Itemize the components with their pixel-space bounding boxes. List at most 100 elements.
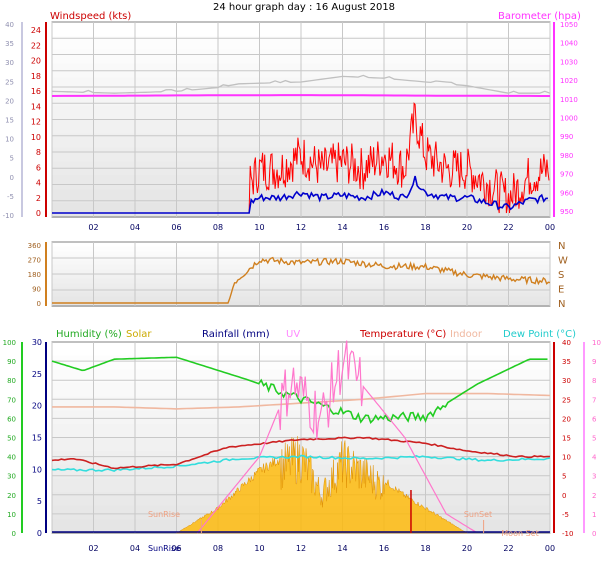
wind-outer-tick-label: 35	[5, 40, 14, 48]
rainfall-tick-label: 25	[32, 370, 42, 379]
windspeed-tick-label: 12	[31, 118, 41, 127]
windspeed-tick-label: 16	[31, 87, 41, 96]
rainfall-tick-label: 20	[32, 402, 42, 411]
rainfall-tick-label: 30	[32, 338, 42, 347]
climate-x-tick-label: 06	[171, 544, 181, 553]
wind-x-tick-label: 10	[254, 223, 264, 232]
legend-entry: Humidity (%)	[56, 329, 122, 340]
temperature-tick-label: 10	[562, 454, 571, 462]
windspeed-tick-label: 20	[31, 57, 41, 66]
wind-direction-line	[52, 256, 551, 304]
temperature-tick-label: -5	[562, 511, 569, 519]
temperature-tick-label: -10	[562, 530, 573, 538]
humidity-tick-label: 60	[7, 415, 16, 423]
uv-tick-label: 6	[592, 415, 597, 423]
uv-tick-label: 5	[592, 435, 596, 443]
wind-x-tick-label: 08	[213, 223, 223, 232]
humidity-tick-label: 0	[12, 530, 16, 538]
windspeed-tick-label: 8	[36, 148, 41, 157]
climate-x-tick-label: 18	[420, 544, 430, 553]
temperature-tick-label: 40	[562, 339, 571, 347]
climate-x-tick-label: 02	[88, 544, 98, 553]
windspeed-tick-label: 22	[31, 41, 41, 50]
wind-x-tick-label: 12	[296, 223, 306, 232]
humidity-tick-label: 40	[7, 454, 16, 462]
wind-x-tick-label: 18	[420, 223, 430, 232]
humidity-tick-label: 50	[7, 435, 16, 443]
sun-annotation: SunSet	[464, 510, 492, 519]
rainfall-tick-label: 10	[32, 465, 42, 474]
rainfall-tick-label: 15	[32, 434, 42, 443]
compass-tick-label: S	[558, 270, 564, 281]
windspeed-tick-label: 14	[31, 102, 41, 111]
windspeed-average-line	[52, 175, 548, 214]
humidity-tick-label: 100	[3, 339, 16, 347]
barometer-tick-label: 1010	[560, 96, 578, 104]
legend-entry: Indoor	[450, 329, 483, 340]
wind-outer-tick-label: 20	[5, 97, 14, 105]
wind-outer-tick-label: -10	[3, 212, 14, 220]
wind-x-tick-label: 06	[171, 223, 181, 232]
legend-entry: Rainfall (mm)	[202, 329, 270, 340]
direction-tick-label: 180	[28, 271, 41, 279]
barometer-tick-label: 950	[560, 208, 573, 216]
temperature-tick-label: 30	[562, 377, 571, 385]
windspeed-tick-label: 6	[36, 163, 41, 172]
humidity-tick-label: 20	[7, 492, 16, 500]
wind-outer-tick-label: 15	[5, 117, 14, 125]
windspeed-tick-label: 0	[36, 209, 41, 218]
direction-tick-label: 360	[28, 242, 41, 250]
uv-tick-label: 2	[592, 492, 596, 500]
climate-x-tick-label: 12	[296, 544, 306, 553]
wind-x-tick-label: 22	[503, 223, 513, 232]
legend-entry: Solar	[126, 329, 152, 340]
temperature-tick-label: 25	[562, 396, 571, 404]
barometer-tick-label: 980	[560, 152, 573, 160]
climate-x-tick-label: 14	[337, 544, 347, 553]
wind-outer-tick-label: 0	[10, 174, 14, 182]
windspeed-axis-label: Windspeed (kts)	[50, 11, 131, 22]
direction-tick-label: 270	[28, 257, 41, 265]
wind-outer-tick-label: -5	[7, 193, 14, 201]
uv-tick-label: 3	[592, 473, 596, 481]
temperature-tick-label: 0	[562, 492, 566, 500]
wind-x-tick-label: 14	[337, 223, 347, 232]
barometer-tick-label: 960	[560, 189, 573, 197]
sun-annotation: SunRise	[148, 510, 180, 519]
climate-x-tick-label: 22	[503, 544, 513, 553]
barometer-tick-label: 1020	[560, 77, 578, 85]
compass-tick-label: N	[558, 299, 565, 310]
wind-x-tick-label: 04	[130, 223, 140, 232]
uv-tick-label: 4	[592, 454, 597, 462]
compass-tick-label: E	[558, 285, 564, 296]
climate-x-tick-label: 10	[254, 544, 264, 553]
page-title: 24 hour graph day : 16 August 2018	[213, 2, 395, 13]
uv-tick-label: 0	[592, 530, 596, 538]
barometer-tick-label: 1040	[560, 40, 578, 48]
uv-tick-label: 7	[592, 396, 596, 404]
temperature-tick-label: 15	[562, 435, 571, 443]
wind-outer-tick-label: 5	[10, 155, 14, 163]
temperature-tick-label: 5	[562, 473, 566, 481]
wind-outer-tick-label: 30	[5, 59, 14, 67]
humidity-tick-label: 10	[7, 511, 16, 519]
rainfall-tick-label: 5	[37, 497, 42, 506]
uv-tick-label: 10	[592, 339, 601, 347]
compass-tick-label: W	[558, 256, 568, 267]
barometer-tick-label: 1030	[560, 58, 578, 66]
uv-tick-label: 8	[592, 377, 596, 385]
humidity-line	[51, 356, 548, 424]
windspeed-tick-label: 2	[36, 194, 41, 203]
climate-x-tick-label: 16	[379, 544, 389, 553]
dewpoint-line	[51, 454, 551, 472]
wind-x-tick-label: 02	[88, 223, 98, 232]
climate-x-tick-label: 08	[213, 544, 223, 553]
temperature-tick-label: 35	[562, 358, 571, 366]
windspeed-tick-label: 4	[36, 179, 41, 188]
direction-tick-label: 0	[37, 300, 41, 308]
legend-entry: UV	[286, 329, 300, 340]
solar-area	[175, 436, 468, 534]
humidity-tick-label: 70	[7, 396, 16, 404]
humidity-tick-label: 90	[7, 358, 16, 366]
